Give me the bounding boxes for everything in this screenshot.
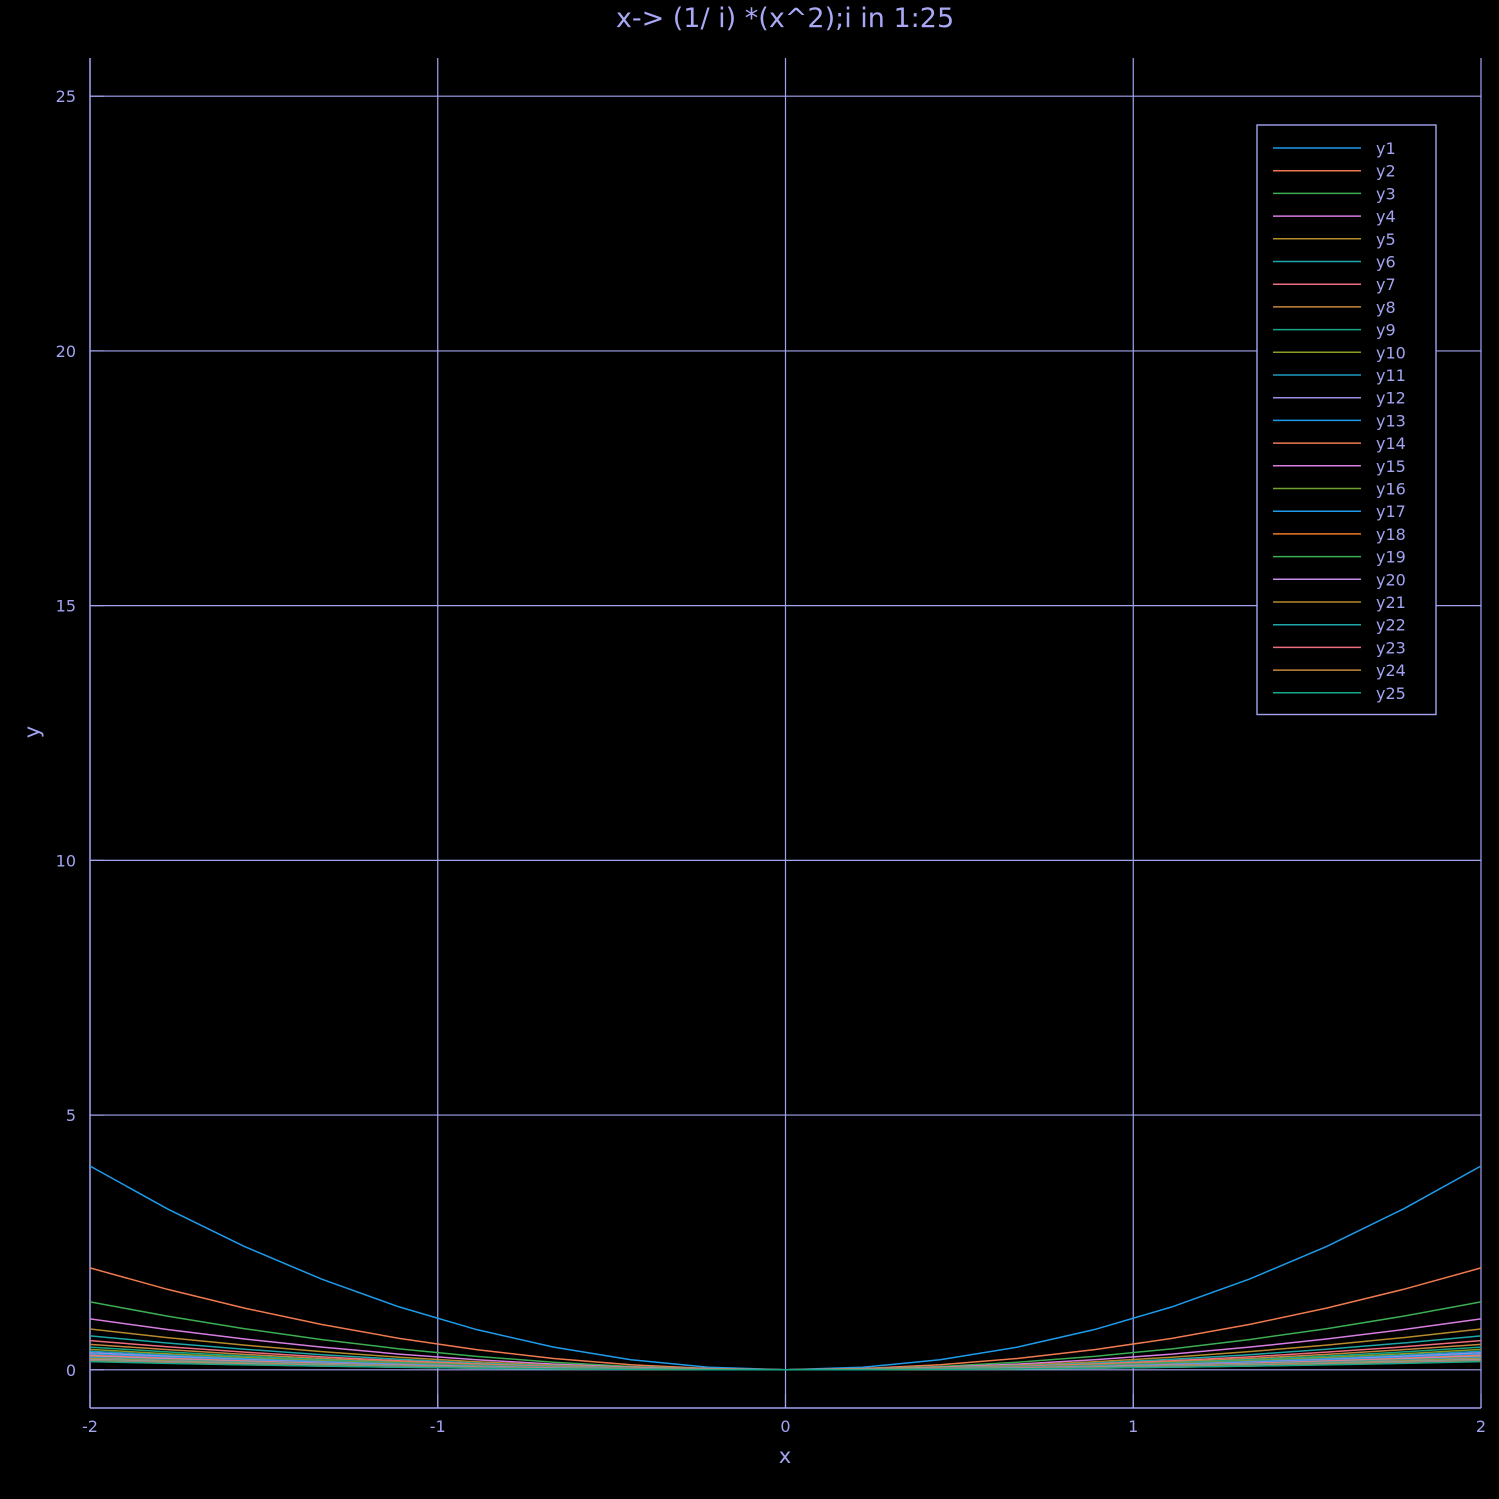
x-tick-label: 1 — [1128, 1417, 1138, 1436]
x-tick-label: 2 — [1476, 1417, 1486, 1436]
legend-label-y15: y15 — [1376, 457, 1406, 476]
y-tick-label: 5 — [66, 1106, 76, 1125]
legend-label-y12: y12 — [1376, 389, 1406, 408]
legend-label-y9: y9 — [1376, 321, 1396, 340]
legend-label-y19: y19 — [1376, 548, 1406, 567]
legend-label-y14: y14 — [1376, 434, 1406, 453]
series-line-y25 — [89, 1360, 1482, 1371]
legend-label-y17: y17 — [1376, 502, 1406, 521]
legend-label-y8: y8 — [1376, 298, 1396, 317]
y-tick-label: 15 — [56, 597, 76, 616]
legend-label-y11: y11 — [1376, 366, 1406, 385]
data-series — [89, 1165, 1482, 1371]
legend-label-y10: y10 — [1376, 343, 1406, 362]
y-tick-label: 20 — [56, 342, 76, 361]
grid-lines — [89, 58, 1482, 1408]
x-axis-label: x — [779, 1444, 791, 1468]
legend-label-y22: y22 — [1376, 616, 1406, 635]
x-tick-label: -2 — [82, 1417, 98, 1436]
legend-label-y21: y21 — [1376, 593, 1406, 612]
y-tick-label: 25 — [56, 87, 76, 106]
legend-label-y13: y13 — [1376, 411, 1406, 430]
legend-label-y25: y25 — [1376, 684, 1406, 703]
legend-label-y3: y3 — [1376, 184, 1396, 203]
y-tick-label: 10 — [56, 851, 76, 870]
legend-label-y20: y20 — [1376, 570, 1406, 589]
y-tick-label: 0 — [66, 1361, 76, 1380]
legend-label-y16: y16 — [1376, 480, 1406, 499]
legend-label-y7: y7 — [1376, 275, 1396, 294]
legend-label-y23: y23 — [1376, 638, 1406, 657]
legend-label-y4: y4 — [1376, 207, 1396, 226]
y-axis-label: y — [20, 726, 44, 738]
legend-label-y6: y6 — [1376, 253, 1396, 272]
legend-label-y1: y1 — [1376, 139, 1396, 158]
legend-label-y24: y24 — [1376, 661, 1406, 680]
legend: y1 y2 y3 y4 y5 y6 y7 y8 y9 y10 y11 y12 y13 y14 y15 y16 y… — [1256, 124, 1437, 716]
x-tick-label: -1 — [430, 1417, 446, 1436]
x-tick-label: 0 — [780, 1417, 790, 1436]
legend-label-y2: y2 — [1376, 162, 1396, 181]
legend-label-y18: y18 — [1376, 525, 1406, 544]
axes — [89, 58, 1482, 1409]
legend-label-y5: y5 — [1376, 230, 1396, 249]
chart-title: x-> (1/ i) *(x^2);i in 1:25 — [616, 3, 954, 34]
